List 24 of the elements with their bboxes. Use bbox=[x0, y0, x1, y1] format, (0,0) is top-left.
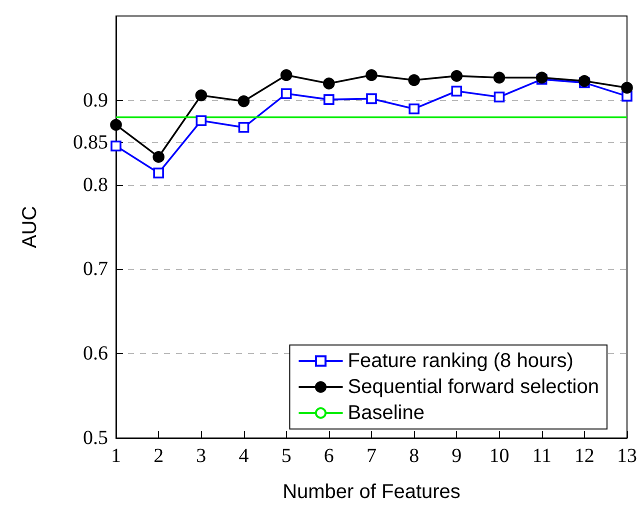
y-tick-label: 0.85 bbox=[73, 132, 108, 154]
y-tick-label: 0.7 bbox=[83, 258, 108, 280]
y-axis-title: AUC bbox=[19, 206, 41, 248]
x-tick-label: 7 bbox=[366, 445, 376, 467]
legend-label: Baseline bbox=[348, 402, 424, 424]
x-tick-label: 6 bbox=[324, 445, 334, 467]
x-tick-label: 10 bbox=[489, 445, 510, 467]
x-tick-label: 4 bbox=[238, 445, 249, 467]
x-tick-label: 13 bbox=[617, 445, 637, 467]
x-axis-title: Number of Features bbox=[282, 481, 460, 503]
x-tick-label: 12 bbox=[574, 445, 594, 467]
x-tick-label: 8 bbox=[409, 445, 420, 467]
y-tick-label: 0.6 bbox=[83, 342, 108, 365]
y-tick-label: 0.9 bbox=[83, 89, 108, 112]
x-tick-label: 5 bbox=[281, 445, 292, 467]
legend-label: Feature ranking (8 hours) bbox=[348, 350, 574, 372]
x-tick-label: 1 bbox=[111, 445, 121, 467]
x-tick-label: 3 bbox=[196, 445, 206, 467]
x-tick-label: 2 bbox=[154, 445, 164, 467]
x-tick-label: 11 bbox=[532, 445, 552, 467]
y-tick-label: 0.5 bbox=[83, 427, 108, 449]
y-tick-label: 0.8 bbox=[83, 174, 108, 196]
x-tick-label: 9 bbox=[452, 445, 462, 467]
legend-label: Sequential forward selection bbox=[348, 376, 600, 398]
